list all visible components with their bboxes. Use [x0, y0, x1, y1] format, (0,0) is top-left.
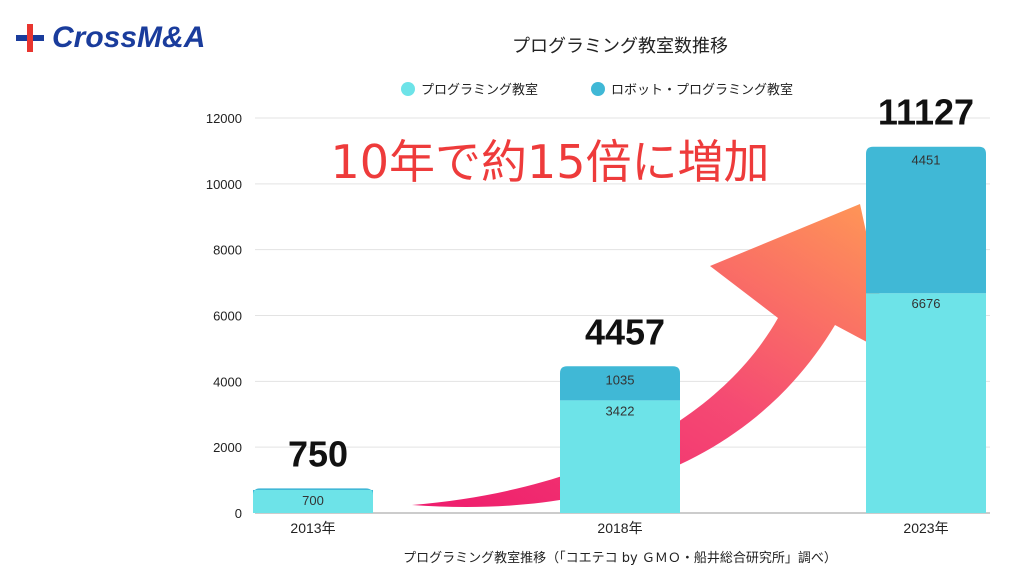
legend: プログラミング教室 ロボット・プログラミング教室	[401, 82, 793, 98]
y-tick-label: 10000	[206, 177, 242, 192]
bars	[253, 146, 986, 513]
legend-label-robot: ロボット・プログラミング教室	[611, 82, 793, 98]
bar-total-label: 4457	[585, 311, 665, 352]
legend-label-programming: プログラミング教室	[421, 82, 538, 98]
source-note: プログラミング教室推移（「コエテコ by ＧＭＯ・船井総合研究所」調べ）	[403, 550, 837, 566]
segment-value-label: 4451	[912, 153, 941, 168]
legend-swatch-programming	[401, 82, 415, 96]
bar-total-label: 11127	[878, 92, 974, 133]
cross-plus-icon	[16, 24, 44, 52]
segment-value-label: 1035	[606, 372, 635, 387]
growth-annotation: 10年で約15倍に増加	[330, 135, 769, 189]
growth-arrow-shape	[412, 204, 893, 508]
x-category-label: 2013年	[290, 520, 335, 536]
bar-total-label: 750	[288, 433, 348, 474]
bar-segment	[253, 488, 373, 496]
bar-labels: 700 750 2013年 3422 1035 4457 2018年 6676 4451 1112…	[288, 92, 974, 536]
legend-swatch-robot	[591, 82, 605, 96]
segment-value-label: 3422	[606, 403, 635, 418]
chart-title: プログラミング教室数推移	[512, 36, 728, 57]
y-axis-ticks: 0 2000 4000 6000 8000 10000 12000	[206, 111, 242, 521]
y-tick-label: 8000	[213, 243, 242, 258]
bar-segment	[560, 400, 680, 513]
segment-value-label: 700	[302, 493, 324, 508]
y-tick-label: 2000	[213, 440, 242, 455]
x-category-label: 2018年	[597, 520, 642, 536]
brand-logo: CrossM&A	[14, 18, 205, 58]
y-tick-label: 12000	[206, 111, 242, 126]
bar-segment	[560, 366, 680, 401]
y-tick-label: 6000	[213, 309, 242, 324]
brand-name: CrossM&A	[52, 21, 206, 54]
bar-segment	[866, 293, 986, 513]
y-tick-label: 4000	[213, 374, 242, 389]
bar-segment	[866, 146, 986, 294]
bar-segment	[253, 489, 373, 513]
y-tick-label: 0	[235, 506, 242, 521]
segment-value-label: 6676	[912, 296, 941, 311]
x-category-label: 2023年	[903, 520, 948, 536]
growth-arrow	[412, 204, 893, 508]
